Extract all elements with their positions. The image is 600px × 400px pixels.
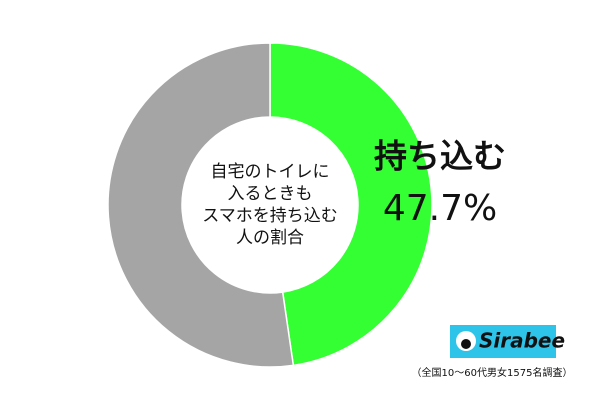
logo-text: Sirabee [479, 329, 565, 353]
logo-icon-inner [461, 339, 471, 349]
center-text: 人の割合 [236, 228, 304, 248]
donut-slice [107, 42, 295, 368]
category-label: 持ち込む [374, 137, 506, 176]
footnote: （全国10～60代男女1575名調査） [412, 366, 573, 379]
center-text: 入るときも [228, 184, 313, 204]
logo: Sirabee [450, 325, 565, 358]
center-text: スマホを持ち込む [202, 206, 338, 226]
donut-slice [269, 42, 433, 367]
center-text: 自宅のトイレに [211, 162, 330, 182]
value-label: 47.7% [383, 188, 497, 229]
